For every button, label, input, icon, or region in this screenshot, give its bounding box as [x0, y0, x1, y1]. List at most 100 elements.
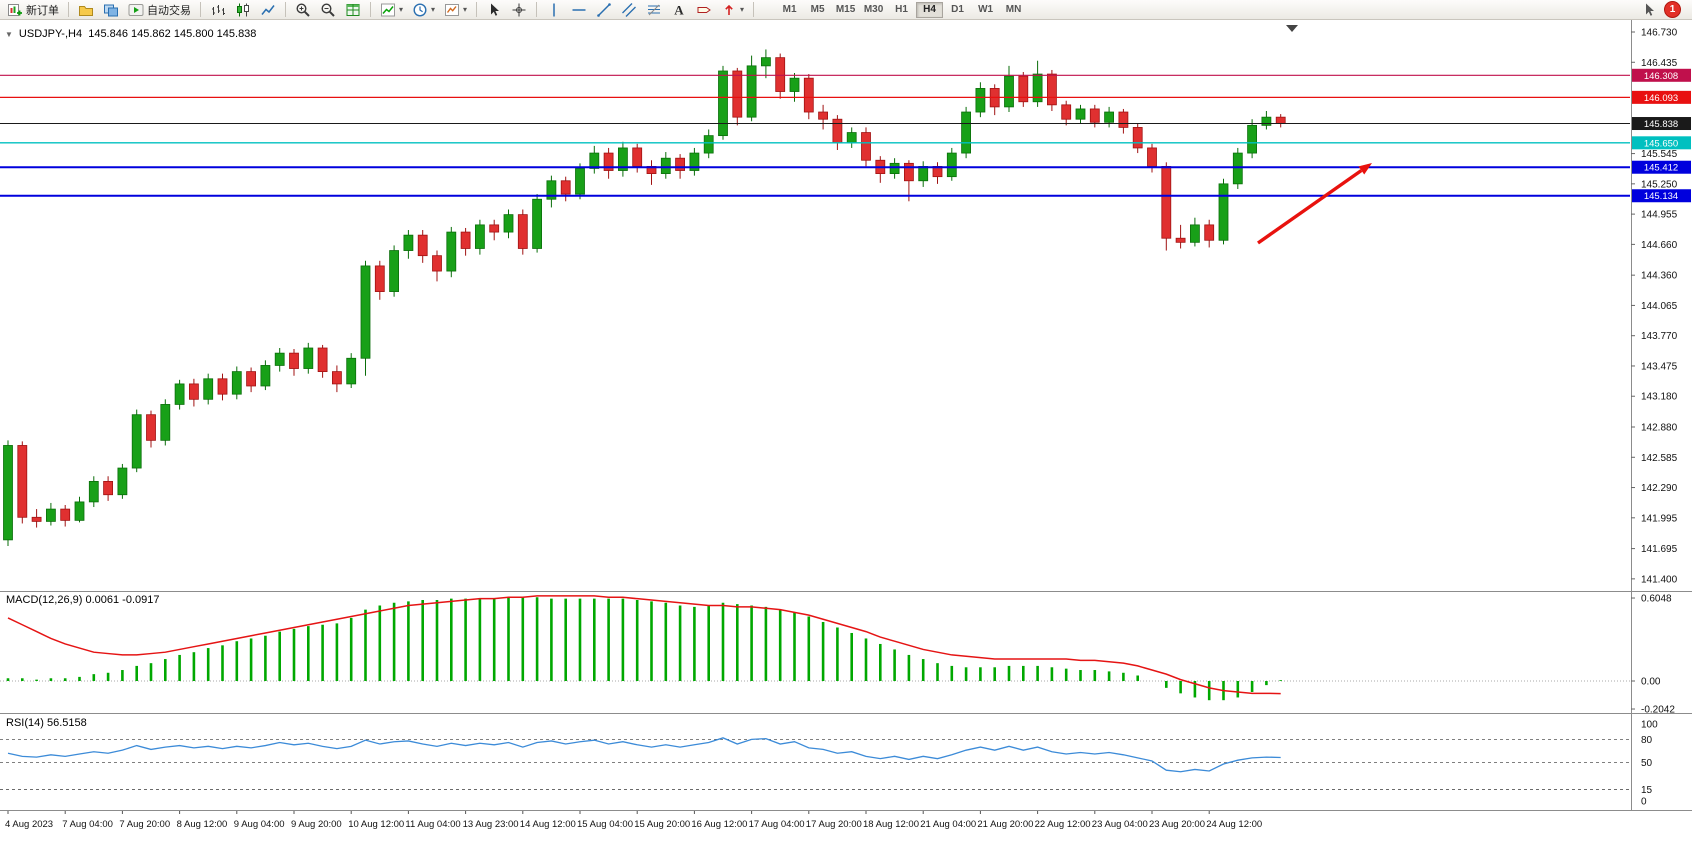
dropdown-arrow-icon: ▾	[399, 4, 404, 14]
timeframe-m15[interactable]: M15	[832, 2, 859, 18]
chart-windows-button[interactable]	[99, 1, 123, 18]
pointer-button[interactable]	[1637, 1, 1661, 18]
periods-button[interactable]: ▾	[408, 1, 439, 18]
chart-title: ▼ USDJPY-,H4 145.846 145.862 145.800 145…	[5, 28, 256, 40]
svg-text:141.995: 141.995	[1641, 513, 1678, 524]
svg-text:8 Aug 12:00: 8 Aug 12:00	[177, 819, 228, 830]
collapse-arrow-icon[interactable]: ▼	[5, 29, 13, 39]
svg-text:145.134: 145.134	[1644, 191, 1678, 202]
dropdown-arrow-icon: ▾	[463, 4, 468, 14]
svg-text:145.650: 145.650	[1644, 138, 1678, 149]
svg-text:9 Aug 20:00: 9 Aug 20:00	[291, 819, 342, 830]
separator	[476, 2, 478, 17]
svg-text:10 Aug 12:00: 10 Aug 12:00	[348, 819, 404, 830]
timeframe-mn[interactable]: MN	[1000, 2, 1027, 18]
trendline-tool-button[interactable]	[592, 1, 616, 18]
svg-text:21 Aug 04:00: 21 Aug 04:00	[920, 819, 976, 830]
svg-text:11 Aug 04:00: 11 Aug 04:00	[405, 819, 460, 830]
svg-text:A: A	[674, 2, 684, 17]
svg-text:15 Aug 04:00: 15 Aug 04:00	[577, 819, 633, 830]
separator	[200, 2, 201, 17]
timeframe-w1[interactable]: W1	[972, 2, 999, 18]
chart-title-text: USDJPY-,H4 145.846 145.862 145.800 145.8…	[18, 28, 257, 40]
svg-text:0.00: 0.00	[1641, 677, 1661, 688]
separator	[753, 2, 755, 17]
separator	[68, 2, 69, 17]
svg-text:23 Aug 20:00: 23 Aug 20:00	[1149, 819, 1205, 830]
bar-chart-icon	[210, 2, 226, 18]
svg-text:4 Aug 2023: 4 Aug 2023	[5, 819, 53, 830]
svg-text:144.065: 144.065	[1641, 301, 1678, 312]
svg-text:0: 0	[1641, 797, 1647, 808]
templates-icon	[444, 2, 460, 18]
dropdown-arrow-icon: ▾	[740, 4, 745, 14]
svg-text:50: 50	[1641, 758, 1653, 769]
new-order-icon	[7, 2, 23, 18]
chart-canvas[interactable]: 146.730 146.435 145.545 145.250 144.955 144.6…	[0, 20, 1692, 852]
candlestick-chart-button[interactable]	[231, 1, 255, 18]
clock-icon	[412, 2, 428, 18]
channel-tool-button[interactable]	[617, 1, 641, 18]
svg-text:14 Aug 12:00: 14 Aug 12:00	[520, 819, 576, 830]
line-chart-button[interactable]	[256, 1, 280, 18]
vertical-line-icon	[546, 2, 562, 18]
svg-text:144.360: 144.360	[1641, 271, 1678, 282]
timeframe-m30[interactable]: M30	[860, 2, 887, 18]
crosshair-tool-button[interactable]	[507, 1, 531, 18]
new-order-label: 新订单	[26, 4, 59, 17]
horizontal-line-tool-button[interactable]	[567, 1, 591, 18]
tile-windows-button[interactable]	[341, 1, 365, 18]
cursor-icon	[486, 2, 502, 18]
macd-label: MACD(12,26,9) 0.0061 -0.0917	[6, 594, 160, 606]
svg-text:145.838: 145.838	[1644, 119, 1678, 130]
zoom-in-button[interactable]	[291, 1, 315, 18]
svg-text:0.6048: 0.6048	[1641, 594, 1672, 605]
label-tool-button[interactable]	[692, 1, 716, 18]
separator	[370, 2, 371, 17]
svg-text:22 Aug 12:00: 22 Aug 12:00	[1035, 819, 1091, 830]
timeframe-h1[interactable]: H1	[888, 2, 915, 18]
svg-text:142.880: 142.880	[1641, 423, 1678, 434]
svg-text:18 Aug 12:00: 18 Aug 12:00	[863, 819, 919, 830]
notification-badge[interactable]: 1	[1664, 1, 1681, 18]
timeframe-m5[interactable]: M5	[804, 2, 831, 18]
svg-text:7 Aug 20:00: 7 Aug 20:00	[119, 819, 170, 830]
svg-text:-0.2042: -0.2042	[1641, 705, 1675, 716]
svg-text:143.180: 143.180	[1641, 392, 1678, 403]
svg-text:16 Aug 12:00: 16 Aug 12:00	[691, 819, 747, 830]
fibonacci-tool-button[interactable]	[642, 1, 666, 18]
autotrade-label: 自动交易	[147, 4, 191, 17]
autotrade-button[interactable]: 自动交易	[124, 1, 195, 18]
timeframe-d1[interactable]: D1	[944, 2, 971, 18]
profiles-button[interactable]	[74, 1, 98, 18]
bar-chart-button[interactable]	[206, 1, 230, 18]
fibonacci-icon	[646, 2, 662, 18]
svg-text:21 Aug 20:00: 21 Aug 20:00	[977, 819, 1033, 830]
svg-text:142.585: 142.585	[1641, 453, 1678, 464]
svg-text:7 Aug 04:00: 7 Aug 04:00	[62, 819, 113, 830]
new-order-button[interactable]: 新订单	[3, 1, 63, 18]
svg-text:143.475: 143.475	[1641, 361, 1678, 372]
svg-text:9 Aug 04:00: 9 Aug 04:00	[234, 819, 285, 830]
svg-text:145.545: 145.545	[1641, 149, 1678, 160]
svg-text:146.435: 146.435	[1641, 58, 1678, 69]
svg-text:145.412: 145.412	[1644, 163, 1678, 174]
cursor-tool-button[interactable]	[482, 1, 506, 18]
tile-windows-icon	[345, 2, 361, 18]
svg-text:100: 100	[1641, 720, 1658, 731]
text-tool-button[interactable]: A	[667, 1, 691, 18]
separator	[536, 2, 538, 17]
timeframe-h4[interactable]: H4	[916, 1, 944, 18]
svg-text:145.250: 145.250	[1641, 179, 1678, 190]
svg-text:146.730: 146.730	[1641, 28, 1678, 39]
arrow-up-icon	[721, 2, 737, 18]
svg-text:17 Aug 20:00: 17 Aug 20:00	[806, 819, 862, 830]
templates-button[interactable]: ▾	[440, 1, 471, 18]
svg-text:144.955: 144.955	[1641, 210, 1678, 221]
indicators-button[interactable]: ▾	[376, 1, 407, 18]
zoom-out-button[interactable]	[316, 1, 340, 18]
vertical-line-tool-button[interactable]	[542, 1, 566, 18]
arrows-tool-button[interactable]: ▾	[717, 1, 748, 18]
timeframe-m1[interactable]: M1	[776, 2, 803, 18]
chart-window: 146.730 146.435 145.545 145.250 144.955 144.6…	[0, 20, 1692, 852]
